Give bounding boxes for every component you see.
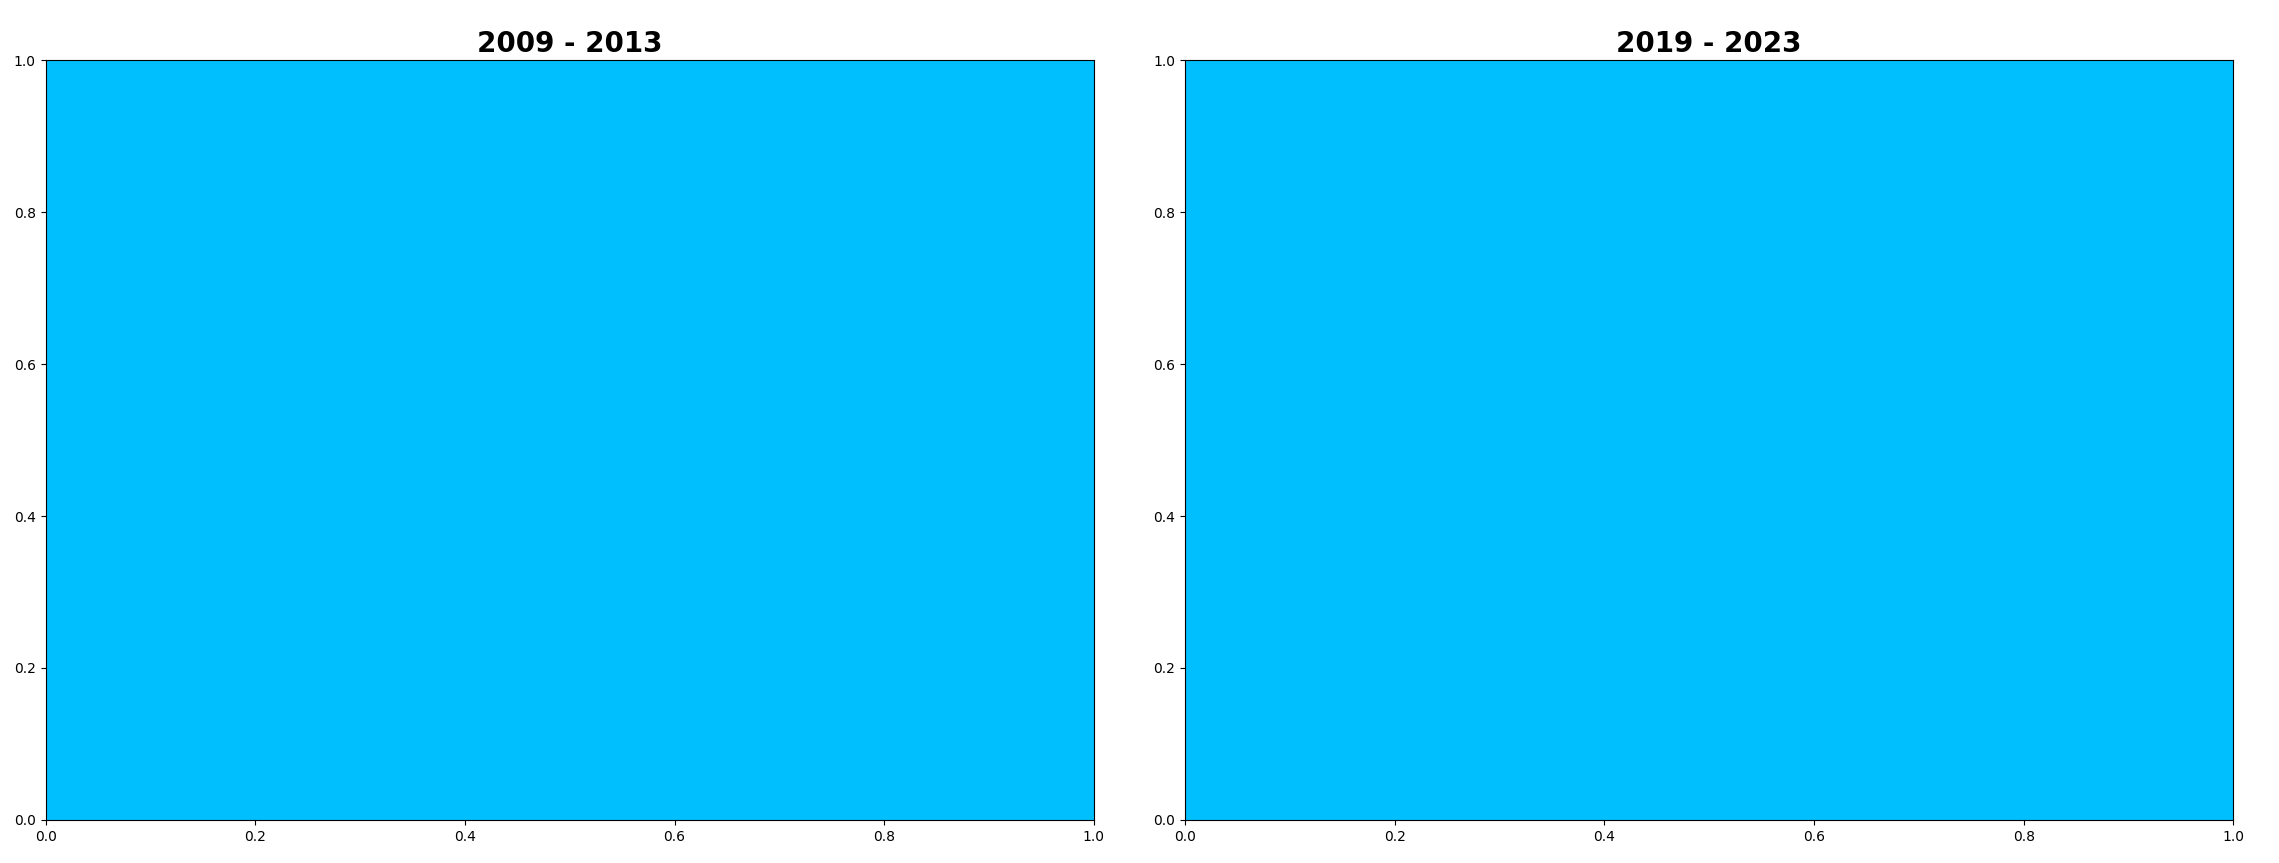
Title: 2009 - 2013: 2009 - 2013 [476,30,663,58]
Title: 2019 - 2023: 2019 - 2023 [1616,30,1803,58]
